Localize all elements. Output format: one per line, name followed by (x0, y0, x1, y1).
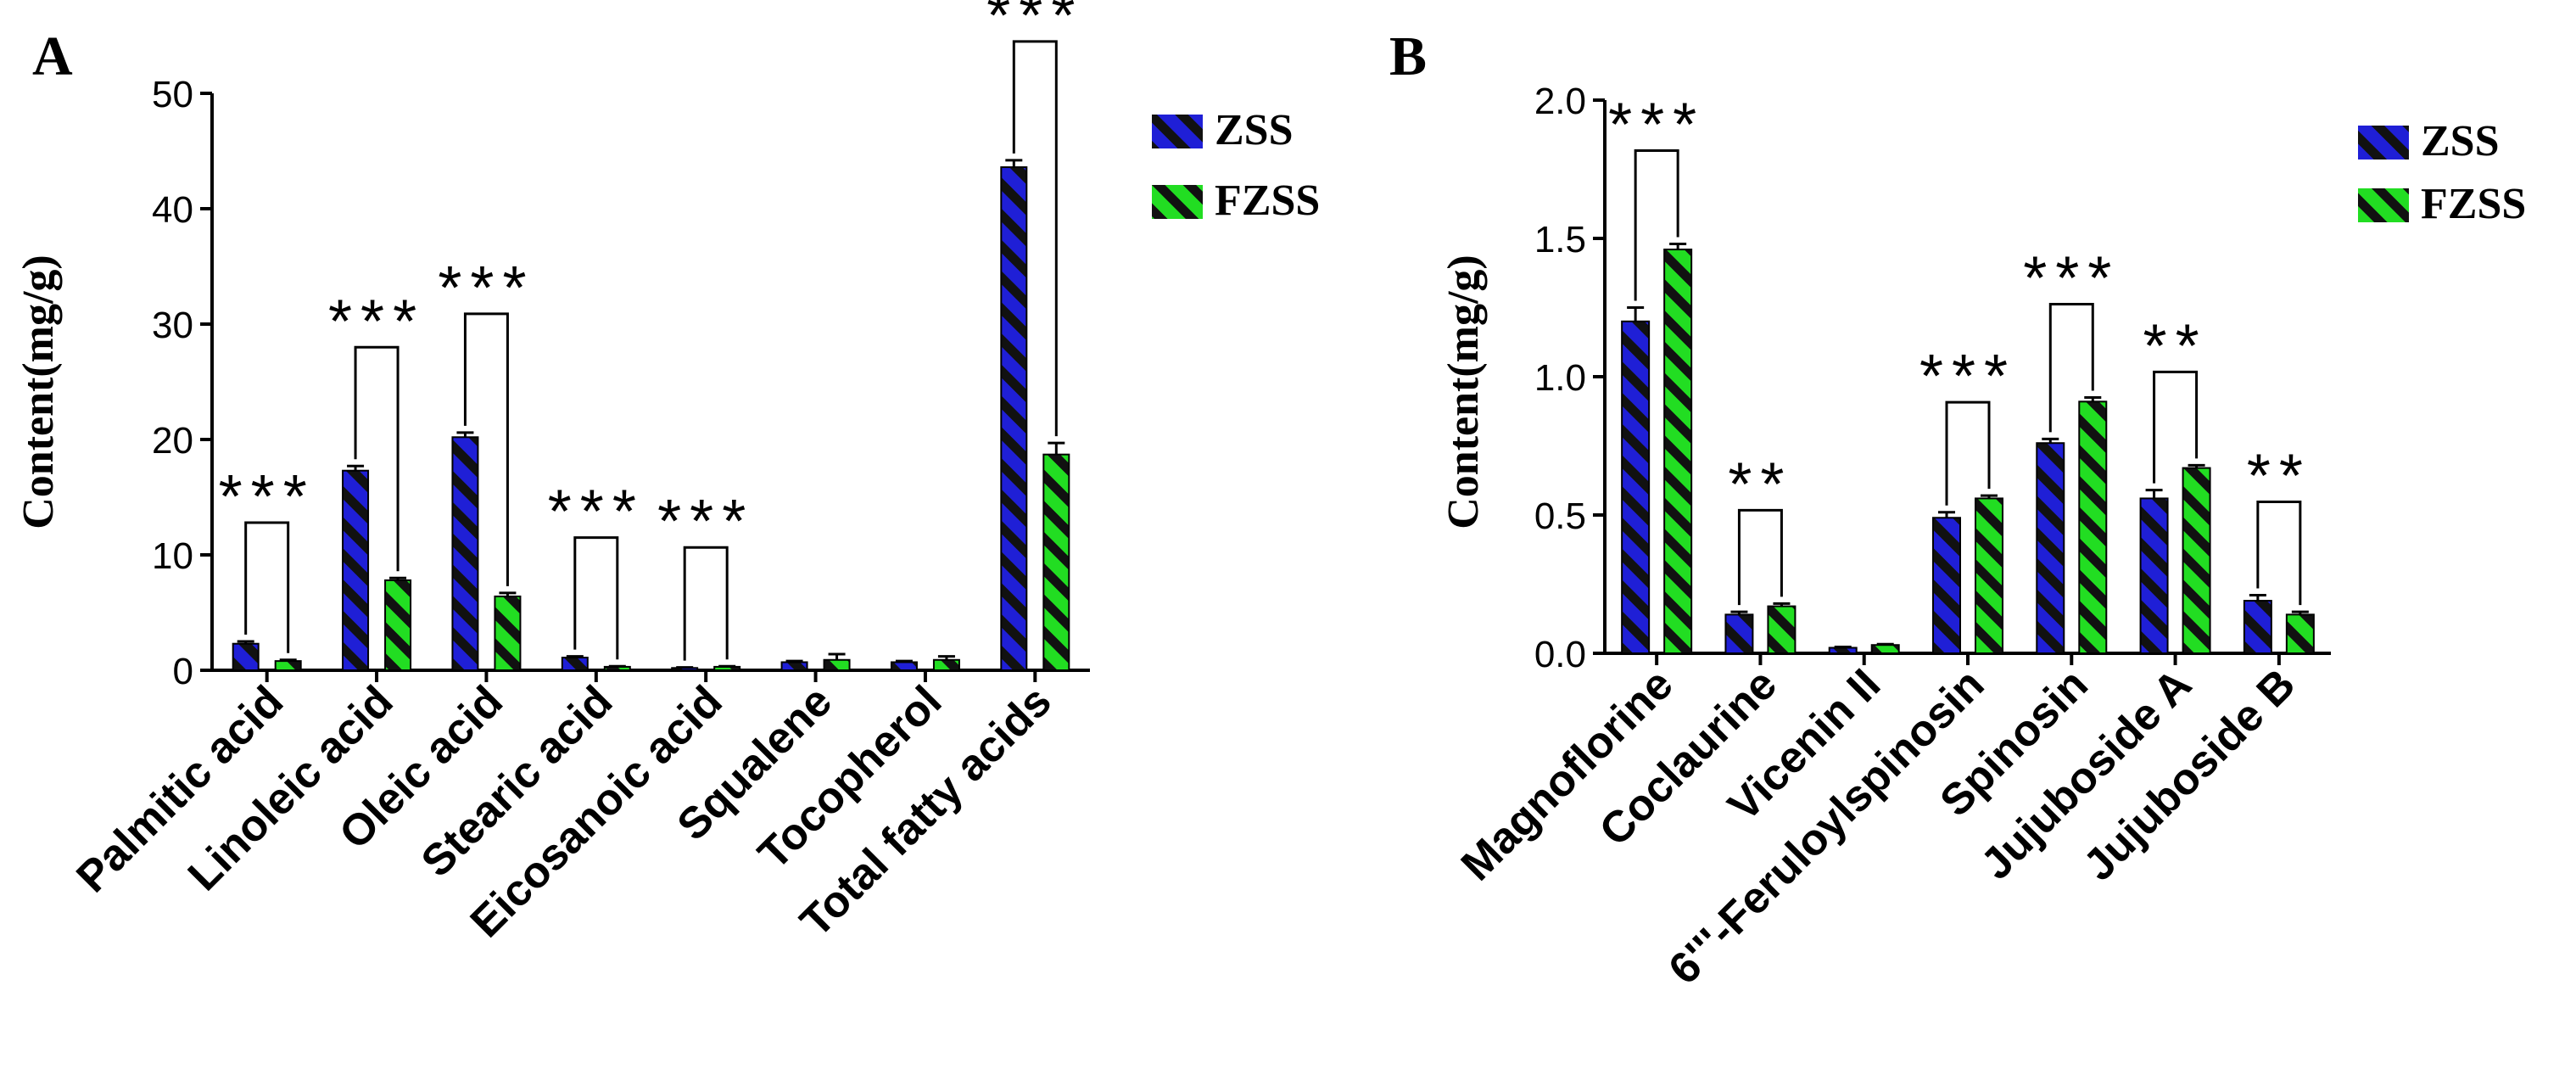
bar-fzss (1042, 453, 1070, 671)
bar-fzss (1767, 605, 1796, 655)
significance-bracket (2153, 370, 2199, 484)
significance-marker: ** (2143, 312, 2208, 380)
bar-zss (451, 436, 479, 672)
bar-fzss (384, 579, 412, 671)
legend-zss-swatch (2358, 126, 2409, 160)
bar-zss (890, 661, 918, 671)
panel-b-chart: B Content(mg/g) 0.00.51.01.52.0Magnoflor… (1389, 25, 2526, 994)
bar-zss (1724, 613, 1754, 654)
significance-marker: *** (219, 463, 316, 531)
legend-fzss-label: FZSS (2421, 180, 2526, 228)
bar-zss (561, 657, 589, 671)
legend-fzss-label: FZSS (1215, 176, 1320, 225)
panel-a-legend: ZSS FZSS (1152, 106, 1320, 225)
significance-bracket (683, 546, 729, 661)
panel-b-y-axis-label: Content(mg/g) (1439, 255, 1488, 529)
significance-marker: *** (657, 488, 754, 556)
legend-zss-swatch (1152, 115, 1203, 148)
bar-fzss (1870, 644, 1900, 654)
significance-marker: ** (1728, 451, 1792, 518)
bar-zss (1621, 320, 1651, 654)
category-label: Stearic acid (412, 676, 622, 886)
y-tick-label: 50 (152, 74, 193, 115)
bar-zss (1000, 166, 1028, 672)
bar-zss (2139, 497, 2169, 654)
bar-fzss (2182, 467, 2211, 655)
significance-marker: *** (548, 479, 645, 546)
bar-zss (232, 642, 260, 671)
y-tick-label: 10 (152, 535, 193, 577)
y-tick-label: 30 (152, 305, 193, 346)
significance-marker: *** (986, 0, 1083, 50)
significance-bracket (573, 536, 619, 660)
legend-zss-label: ZSS (1215, 106, 1294, 154)
bar-zss (1828, 647, 1858, 654)
bar-fzss (2285, 613, 2315, 654)
y-tick-label: 40 (152, 189, 193, 231)
significance-bracket (244, 521, 290, 653)
significance-marker: *** (438, 255, 534, 322)
bar-fzss (1663, 249, 1693, 654)
bar-zss (342, 469, 370, 671)
bar-zss (2036, 442, 2065, 654)
significance-bracket (354, 345, 400, 572)
y-tick-label: 0.5 (1534, 495, 1586, 537)
y-tick-label: 1.5 (1534, 219, 1586, 260)
legend-fzss-swatch (1152, 185, 1203, 219)
panel-b-legend: ZSS FZSS (2358, 117, 2526, 228)
bar-fzss (932, 658, 960, 672)
legend-zss-label: ZSS (2421, 117, 2500, 165)
bar-fzss (274, 660, 302, 671)
significance-bracket (1737, 508, 1783, 606)
significance-marker: *** (2023, 244, 2120, 312)
y-tick-label: 2.0 (1534, 81, 1586, 122)
significance-bracket (2048, 302, 2094, 433)
significance-bracket (463, 312, 509, 586)
legend-fzss-swatch (2358, 188, 2409, 222)
significance-marker: ** (2247, 443, 2311, 511)
significance-marker: *** (1608, 92, 1705, 160)
bar-zss (1932, 517, 1961, 655)
y-tick-label: 1.0 (1534, 357, 1586, 399)
y-tick-label: 0 (173, 651, 193, 692)
panel-a-y-axis-label: Content(mg/g) (14, 255, 63, 529)
y-tick-label: 20 (152, 420, 193, 462)
significance-marker: *** (328, 288, 425, 355)
bar-fzss (2078, 400, 2108, 654)
significance-bracket (1945, 400, 1991, 506)
bar-zss (780, 661, 808, 671)
bar-fzss (823, 658, 851, 672)
bar-zss (2243, 600, 2272, 654)
panel-b-label: B (1389, 25, 1427, 87)
significance-marker: *** (1919, 343, 2016, 411)
y-tick-label: 0.0 (1534, 634, 1586, 675)
significance-bracket (1634, 149, 1679, 301)
bar-fzss (1975, 497, 2003, 654)
significance-bracket (2256, 501, 2302, 606)
bar-fzss (494, 595, 522, 672)
significance-bracket (1012, 40, 1058, 437)
panel-a-label: A (32, 25, 73, 87)
